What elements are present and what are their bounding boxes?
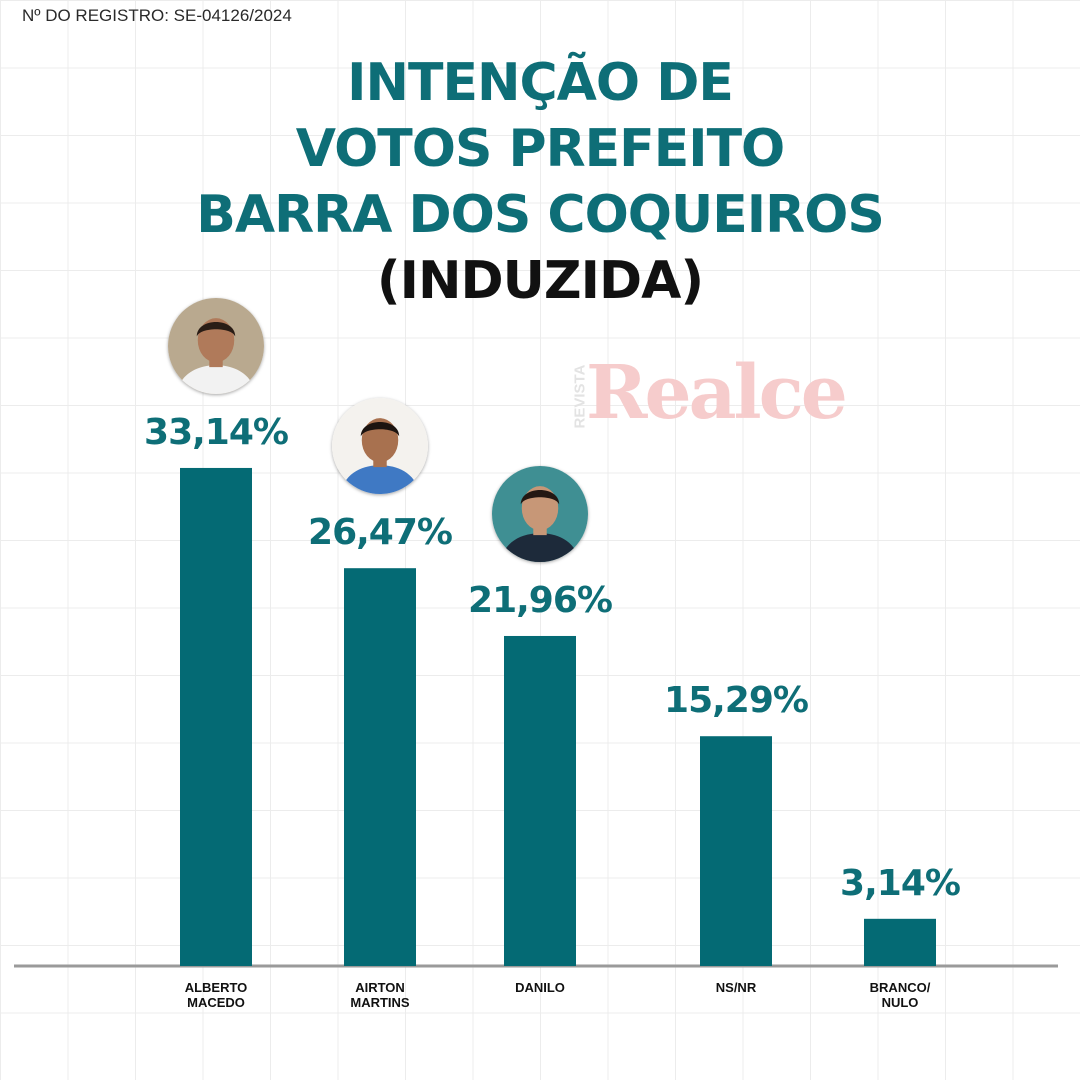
category-label-0-1: MACEDO: [187, 995, 245, 1010]
value-label-1: 26,47%: [308, 512, 452, 553]
category-label-1-1: MARTINS: [350, 995, 410, 1010]
bar-1: [344, 568, 416, 966]
category-label-3-0: NS/NR: [716, 980, 757, 995]
value-label-4: 3,14%: [840, 863, 960, 904]
category-label-4-0: BRANCO/: [870, 980, 931, 995]
value-label-2: 21,96%: [468, 580, 612, 621]
candidate-photo-avatar-1: [332, 398, 428, 495]
bar-4: [864, 918, 936, 966]
title-line-3: BARRA DOS COQUEIROS: [196, 185, 885, 245]
candidate-photo-avatar-0: [168, 297, 264, 394]
category-label-1-0: AIRTON: [355, 980, 405, 995]
registration-number: Nº DO REGISTRO: SE-04126/2024: [22, 6, 292, 25]
candidate-photo-avatar-2: [492, 465, 588, 562]
chart-title: INTENÇÃO DE VOTOS PREFEITO BARRA DOS COQ…: [0, 50, 1080, 314]
watermark-logo: REVISTA Realce: [562, 350, 862, 450]
title-line-2: VOTOS PREFEITO: [295, 119, 786, 179]
category-label-4-1: NULO: [882, 995, 919, 1010]
value-label-3: 15,29%: [664, 680, 808, 721]
category-label-2-0: DANILO: [515, 980, 565, 995]
bar-2: [504, 635, 576, 966]
bar-3: [700, 736, 772, 966]
title-line-1: INTENÇÃO DE: [347, 53, 734, 113]
bar-0: [180, 467, 252, 966]
chart-subtitle: (INDUZIDA): [376, 251, 704, 311]
value-label-0: 33,14%: [144, 412, 288, 453]
category-label-0-0: ALBERTO: [185, 980, 248, 995]
watermark-word: Realce: [586, 350, 848, 436]
